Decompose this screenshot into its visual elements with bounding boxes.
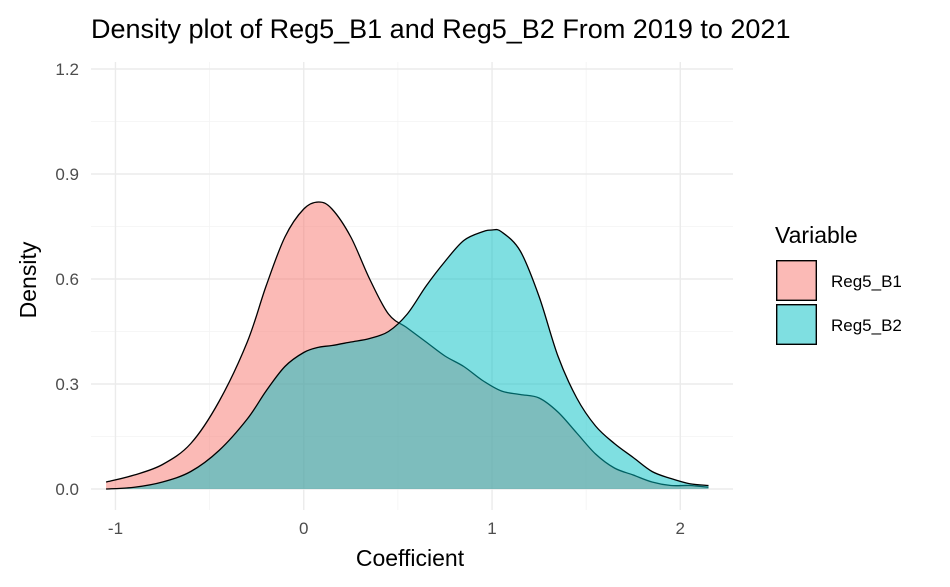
x-tick-label: 2 — [676, 519, 685, 538]
chart-title: Density plot of Reg5_B1 and Reg5_B2 From… — [91, 14, 790, 44]
x-axis-title: Coefficient — [356, 545, 465, 571]
y-tick-label: 0.3 — [55, 375, 79, 394]
x-tick-label: 0 — [299, 519, 308, 538]
x-tick-label: 1 — [487, 519, 496, 538]
legend-key-reg5-b1 — [776, 260, 818, 302]
y-tick-labels: 0.0 0.3 0.6 0.9 1.2 — [55, 60, 79, 499]
density-areas — [105, 201, 709, 490]
y-axis-title: Density — [15, 241, 41, 318]
x-tick-label: -1 — [108, 519, 123, 538]
x-tick-labels: -1 0 1 2 — [108, 519, 685, 538]
legend-title: Variable — [775, 222, 858, 248]
density-line-reg5-b2 — [106, 228, 709, 490]
legend: Variable Reg5_B1 Reg5_B2 — [775, 222, 902, 346]
y-tick-label: 0.0 — [55, 480, 79, 499]
y-tick-label: 1.2 — [55, 60, 79, 79]
density-area-reg5-b2 — [106, 229, 709, 489]
legend-label-reg5-b2: Reg5_B2 — [831, 316, 902, 335]
legend-label-reg5-b1: Reg5_B1 — [831, 272, 902, 291]
y-tick-label: 0.9 — [55, 165, 79, 184]
y-tick-label: 0.6 — [55, 270, 79, 289]
legend-key-reg5-b2 — [776, 304, 818, 346]
